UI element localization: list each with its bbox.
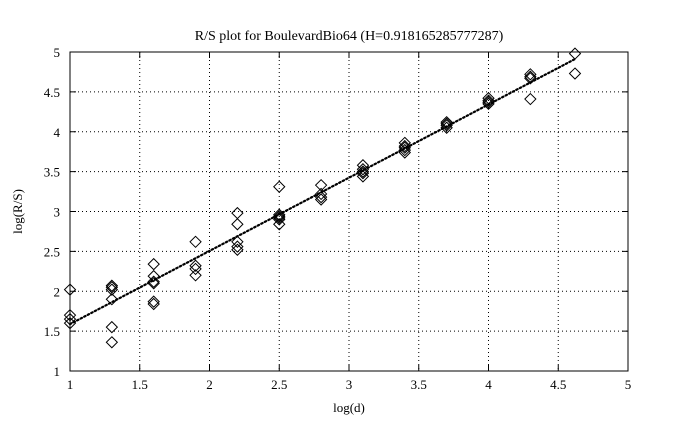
data-point-diamond: [63, 283, 77, 296]
regression-fit-line: [68, 57, 577, 326]
data-point-diamond: [482, 94, 495, 107]
data-points: [63, 47, 582, 349]
y-tick-label: 2.5: [44, 244, 60, 259]
data-point-diamond: [356, 170, 370, 183]
data-point-diamond: [314, 178, 328, 192]
y-tick-label: 3: [54, 205, 61, 220]
data-point-diamond: [440, 117, 453, 130]
data-point-diamond: [398, 139, 412, 153]
data-point-diamond: [524, 68, 537, 81]
data-point-diamond: [568, 67, 582, 80]
data-point-diamond: [105, 283, 119, 296]
data-point-diamond: [356, 159, 370, 172]
x-tick-label: 2.5: [271, 377, 287, 392]
x-tick-label: 2: [206, 377, 213, 392]
data-point-diamond: [105, 320, 119, 334]
data-point-diamond: [189, 235, 202, 249]
data-point-diamond: [63, 308, 77, 322]
chart-title: R/S plot for BoulevardBio64 (H=0.9181652…: [195, 29, 504, 44]
data-point-diamond: [273, 218, 286, 231]
data-point-diamond: [231, 243, 244, 256]
data-point-diamond: [147, 277, 160, 290]
data-point-diamond: [273, 180, 286, 193]
plot-frame: [69, 51, 629, 372]
x-tick-label: 4.5: [550, 377, 566, 392]
y-tick-label: 5: [54, 45, 61, 60]
data-point-diamond: [105, 293, 119, 306]
data-point-diamond: [105, 279, 119, 292]
data-point-diamond: [231, 206, 244, 220]
data-point-diamond: [189, 259, 202, 272]
data-point-diamond: [314, 193, 328, 206]
x-tick-label: 4: [485, 377, 492, 392]
data-point-diamond: [189, 262, 202, 276]
y-tick-label: 1: [54, 364, 61, 379]
data-point-diamond: [440, 121, 453, 134]
data-point-diamond: [482, 96, 495, 109]
y-tick-label: 4.5: [44, 85, 60, 100]
data-point-diamond: [314, 190, 328, 204]
y-tick-label: 4: [54, 125, 61, 140]
y-axis-label: log(R/S): [10, 189, 25, 234]
data-point-diamond: [524, 92, 537, 106]
x-axis-label: log(d): [333, 400, 365, 415]
data-point-diamond: [105, 281, 119, 294]
x-tick-label: 1.5: [132, 377, 148, 392]
data-point-diamond: [147, 275, 160, 288]
data-point-diamond: [314, 187, 328, 201]
data-point-diamond: [356, 165, 370, 178]
data-point-diamond: [231, 235, 244, 249]
x-tick-label: 5: [625, 377, 632, 392]
grid-lines: [70, 52, 628, 371]
data-point-diamond: [356, 167, 370, 180]
y-tick-label: 2: [54, 284, 61, 299]
data-point-diamond: [105, 336, 119, 349]
data-point-diamond: [189, 269, 202, 282]
data-point-diamond: [231, 240, 244, 253]
data-point-diamond: [398, 141, 412, 154]
data-point-diamond: [273, 210, 286, 223]
x-tick-label: 3.5: [411, 377, 427, 392]
data-point-diamond: [147, 295, 160, 308]
axis-ticks: 1 1.5 2 2.5 3 3.5 4 4.5 5 1 1.5 2 2.5 3 3.5 4 4.5 5: [44, 45, 632, 392]
data-point-diamond: [273, 213, 286, 226]
data-point-diamond: [568, 47, 582, 60]
x-tick-label: 3: [346, 377, 353, 392]
data-point-diamond: [231, 218, 244, 231]
data-point-diamond: [147, 297, 160, 311]
data-point-diamond: [147, 257, 160, 271]
y-tick-label: 1.5: [44, 324, 60, 339]
data-point-diamond: [398, 143, 412, 157]
data-point-diamond: [147, 269, 160, 283]
x-tick-label: 1: [67, 377, 74, 392]
y-tick-label: 3.5: [44, 165, 60, 180]
data-point-diamond: [524, 72, 537, 85]
